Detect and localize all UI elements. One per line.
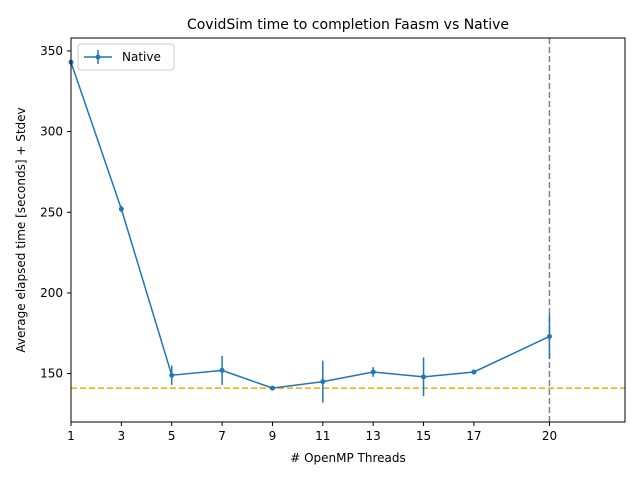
x-tick-label: 1 [67,429,75,443]
data-point [219,367,225,373]
series-line [70,61,550,389]
y-tick-label: 350 [40,44,63,58]
data-point [370,369,376,375]
data-point [421,374,427,380]
data-point [471,369,477,375]
data-point [546,333,552,339]
data-point [320,379,326,385]
y-tick-label: 150 [40,367,63,381]
series-layer [68,59,552,403]
y-tick-label: 200 [40,286,63,300]
y-tick-label: 300 [40,125,63,139]
x-tick-label: 5 [168,429,176,443]
y-axis-label: Average elapsed time [seconds] + Stdev [14,107,28,352]
axes-frame [70,37,626,423]
data-point [169,372,175,378]
legend-label-native: Native [122,50,161,64]
legend-swatch-marker [95,54,101,60]
x-tick-label: 7 [218,429,226,443]
x-tick-label: 13 [366,429,381,443]
axes [70,37,626,423]
legend-swatch-native [84,50,112,64]
plot-area [71,38,625,422]
x-tick-label: 11 [315,429,330,443]
x-tick-label: 9 [269,429,277,443]
x-tick-label: 20 [542,429,557,443]
chart-title: CovidSim time to completion Faasm vs Nat… [187,17,509,33]
y-tick-label: 250 [40,205,63,219]
x-axis-label: # OpenMP Threads [290,451,406,465]
data-point [269,385,275,391]
x-tick-label: 17 [466,429,481,443]
data-point [118,206,124,212]
legend: Native [77,43,175,71]
x-tick-label: 15 [416,429,431,443]
x-tick-label: 3 [118,429,126,443]
legend-box [77,43,175,71]
